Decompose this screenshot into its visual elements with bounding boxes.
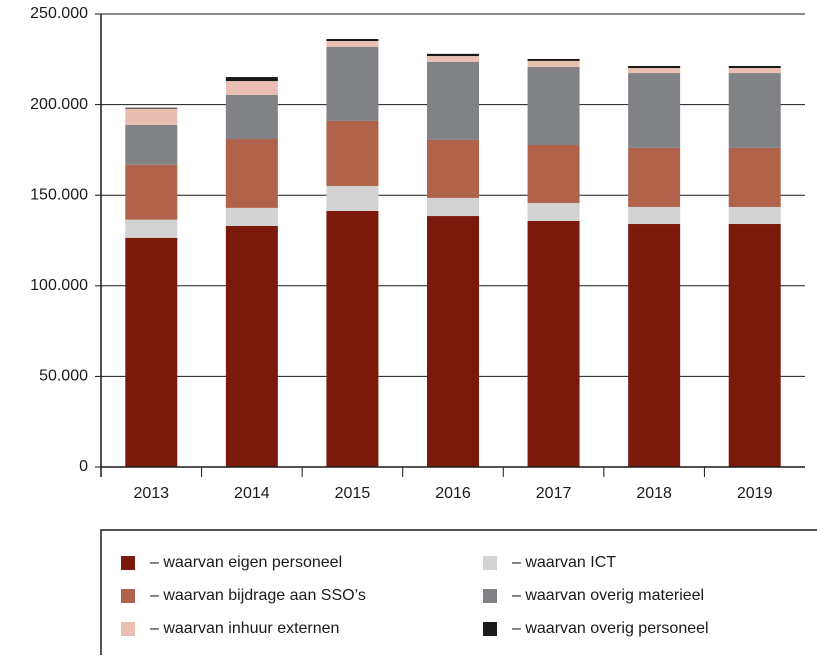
bar-segment [527, 66, 580, 146]
bar-segment [225, 77, 278, 82]
bar-segment [125, 237, 178, 467]
bar-segment [225, 207, 278, 227]
legend-label: – waarvan bijdrage aan SSO’s [150, 587, 366, 604]
bar-segment [628, 67, 681, 74]
bar-segment [427, 56, 479, 63]
x-tick-label: 2014 [234, 485, 270, 502]
y-tick-label: 100.000 [30, 277, 88, 294]
bar-segment [225, 226, 278, 467]
legend-swatch [483, 589, 497, 603]
legend-box [100, 529, 817, 660]
bar-segment [628, 73, 681, 148]
bar-segment [628, 206, 681, 225]
bar-segment [225, 94, 278, 140]
x-tick-label: 2013 [133, 485, 169, 502]
legend-swatch [121, 622, 135, 636]
bar-segment [326, 120, 379, 186]
legend-swatch [483, 556, 497, 570]
x-tick-label: 2015 [335, 485, 371, 502]
y-tick-label: 250.000 [30, 5, 88, 22]
bar-segment [427, 197, 479, 217]
bar-segment [427, 139, 479, 198]
legend-swatch [121, 556, 135, 570]
x-tick-label: 2017 [536, 485, 572, 502]
legend-swatch [483, 622, 497, 636]
y-tick-label: 150.000 [30, 186, 88, 203]
bar-segment [728, 224, 781, 467]
bar-segment [125, 124, 178, 165]
bar-segment [728, 206, 781, 225]
bar-segment [527, 60, 580, 67]
legend-swatch [121, 589, 135, 603]
bar-segment [728, 73, 781, 148]
x-tick-label: 2018 [636, 485, 672, 502]
bar-segment [628, 147, 681, 207]
bar-segment [326, 210, 379, 467]
bar-segment [728, 147, 781, 207]
bar-segment [326, 40, 379, 47]
bar-segment [427, 216, 479, 467]
bar-segment [225, 139, 278, 208]
bar-segment [427, 62, 479, 140]
x-tick-label: 2016 [435, 485, 471, 502]
bar-segment [527, 202, 580, 221]
bar-segment [728, 66, 781, 68]
legend-label: – waarvan overig personeel [512, 620, 709, 637]
bar-segment [326, 46, 379, 121]
legend-label: – waarvan inhuur externen [150, 620, 339, 637]
bar-segment [527, 220, 580, 467]
bar-segment [527, 58, 580, 61]
bar-segment [125, 164, 178, 220]
bar-segment [125, 219, 178, 238]
bar-segment [326, 185, 379, 211]
y-tick-label: 0 [79, 458, 88, 475]
bar-segment [628, 66, 681, 68]
bar-segment [527, 145, 580, 203]
y-tick-label: 50.000 [39, 368, 88, 385]
legend-label: – waarvan ICT [512, 554, 616, 571]
legend-label: – waarvan overig materieel [512, 587, 704, 604]
bar-segment [125, 107, 178, 109]
bar-segment [628, 224, 681, 467]
bar-segment [427, 53, 479, 57]
bar-segment [326, 39, 379, 41]
y-tick-label: 200.000 [30, 96, 88, 113]
x-tick-label: 2019 [737, 485, 773, 502]
bar-segment [125, 108, 178, 125]
legend-label: – waarvan eigen personeel [150, 554, 342, 571]
bar-segment [728, 67, 781, 74]
bar-segment [225, 81, 278, 95]
